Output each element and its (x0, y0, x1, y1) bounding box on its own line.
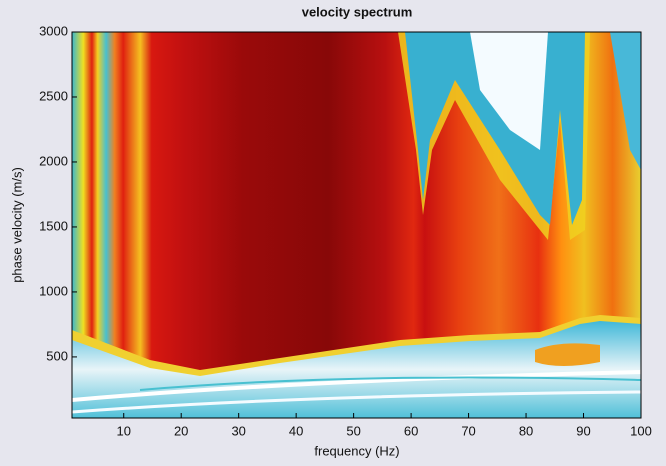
x-tick-label: 10 (116, 423, 130, 438)
y-tick-label: 1500 (39, 218, 68, 233)
x-tick-label: 100 (630, 423, 652, 438)
y-tick-label: 500 (46, 348, 68, 363)
y-tick-label: 2500 (39, 88, 68, 103)
plot-frame (71, 31, 642, 419)
y-tick-label: 2000 (39, 153, 68, 168)
x-tick-label: 70 (461, 423, 475, 438)
y-tick-label: 1000 (39, 283, 68, 298)
x-axis-label: frequency (Hz) (314, 443, 399, 458)
spectrum-image (72, 32, 641, 418)
x-tick-label: 20 (174, 423, 188, 438)
x-tick-label: 80 (519, 423, 533, 438)
x-tick-label: 30 (231, 423, 245, 438)
x-tick-label: 40 (289, 423, 303, 438)
x-tick-label: 90 (576, 423, 590, 438)
x-tick-label: 50 (346, 423, 360, 438)
x-tick-label: 60 (404, 423, 418, 438)
y-axis-label: phase velocity (m/s) (9, 167, 24, 283)
chart-title: velocity spectrum (302, 4, 413, 19)
y-tick-label: 3000 (39, 23, 68, 38)
